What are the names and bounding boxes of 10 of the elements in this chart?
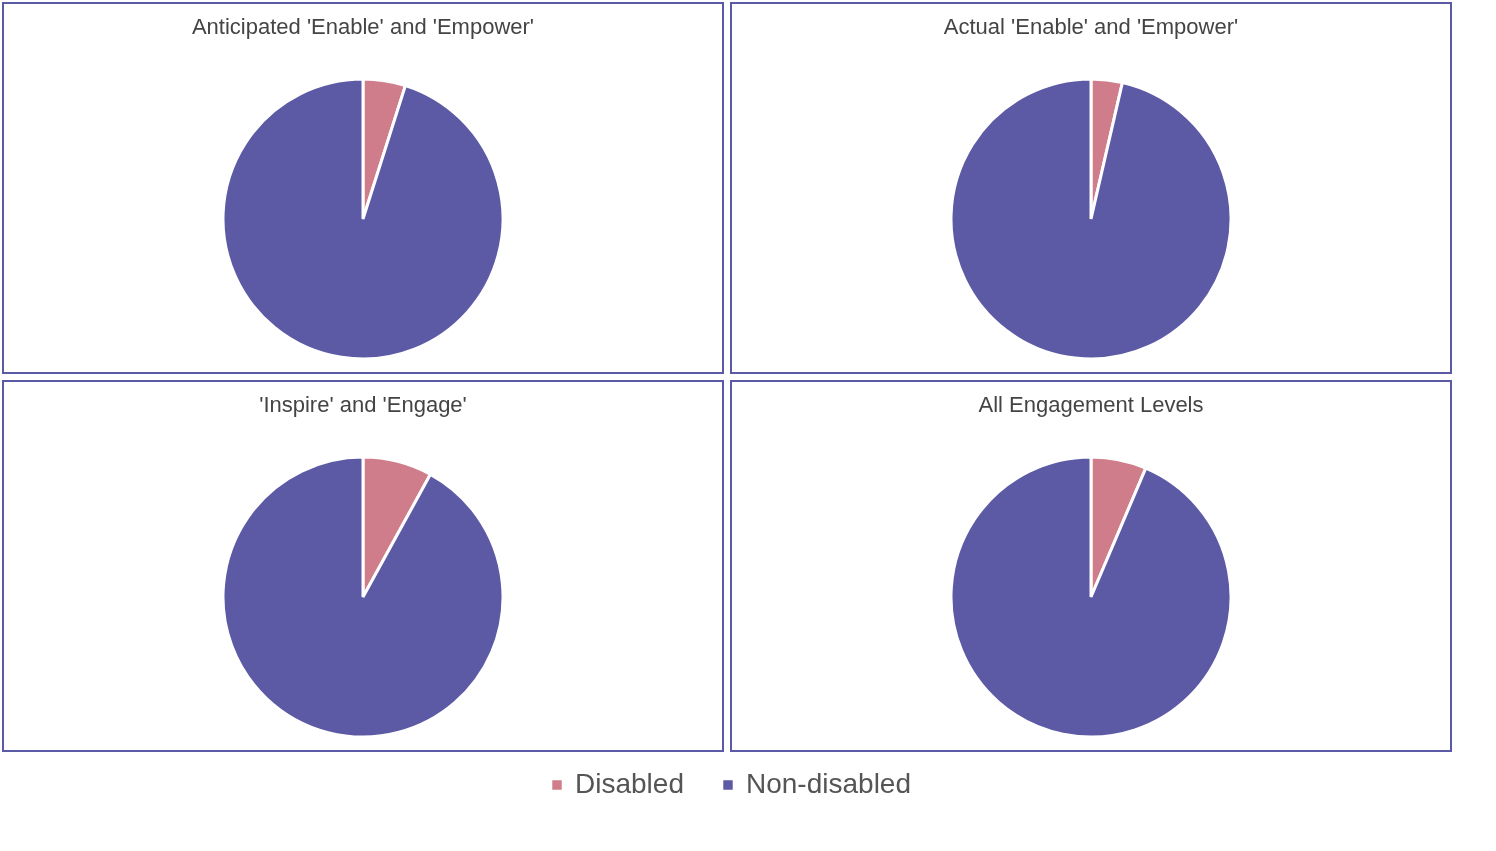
chart-title: 'Inspire' and 'Engage' [259,392,467,417]
chart-title: All Engagement Levels [978,392,1204,417]
pie-slice [221,77,505,361]
legend-label: Disabled [575,768,684,799]
pie-slice [949,455,1233,739]
chart-title: Anticipated 'Enable' and 'Empower' [191,14,535,39]
pie-slice [949,77,1233,361]
legend-label: Non-disabled [746,768,911,799]
chart-title: Actual 'Enable' and 'Empower' [943,14,1239,39]
pie-slice [221,455,505,739]
